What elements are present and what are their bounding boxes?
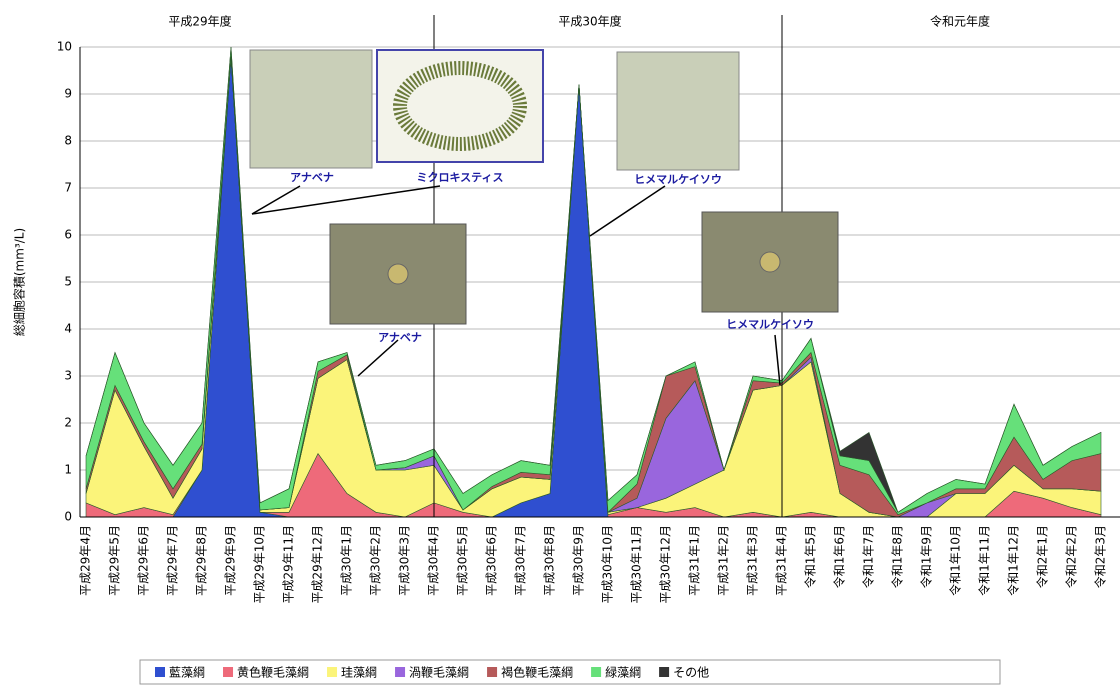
legend-swatch	[591, 667, 602, 677]
annotation: ヒメマルケイソウ	[726, 318, 814, 331]
x-tick-label: 平成29年9月	[224, 525, 238, 596]
x-tick-label: 平成30年11月	[630, 525, 644, 604]
x-tick-label: 令和1年5月	[803, 525, 818, 588]
x-tick-label: 平成30年10月	[601, 525, 615, 604]
x-tick-label: 平成30年7月	[514, 525, 528, 596]
y-tick-label: 8	[64, 134, 72, 148]
legend-label: 珪藻綱	[341, 666, 377, 680]
area	[86, 56, 1101, 518]
x-tick-label: 平成31年2月	[717, 525, 731, 596]
y-tick-label: 7	[64, 181, 72, 195]
legend-swatch	[223, 667, 234, 677]
x-tick-label: 平成31年4月	[775, 525, 789, 596]
x-tick-label: 平成30年3月	[398, 525, 412, 596]
x-tick-label: 令和1年6月	[832, 525, 847, 588]
y-tick-label: 9	[64, 87, 72, 101]
legend-items: 藍藻綱 黄色鞭毛藻綱 珪藻綱 渦鞭毛藻綱 褐色鞭毛藻綱 緑藻綱 その他	[155, 665, 709, 680]
micrographs	[249, 49, 839, 325]
y-tick-label: 4	[64, 322, 72, 336]
x-tick-label: 平成29年10月	[253, 525, 267, 604]
year-label: 平成30年度	[558, 14, 621, 29]
x-tick-label: 平成29年11月	[282, 525, 296, 604]
legend-swatch	[155, 667, 165, 677]
x-tick-label: 令和1年9月	[919, 525, 934, 588]
plot-area: 0 1 2 3 4 5 6 7 8 9 10 平成29年4月 平成29年5月 平成29年6月 平成29年7月…	[57, 15, 1120, 604]
legend	[139, 659, 1001, 685]
legend-swatch	[395, 667, 406, 677]
legend-swatch	[327, 667, 338, 677]
x-tick-label: 令和1年12月	[1006, 525, 1021, 596]
x-tick-label: 令和2年3月	[1093, 525, 1108, 588]
x-tick-label: 令和2年1月	[1035, 525, 1050, 588]
legend-swatch	[659, 667, 670, 677]
annotation: アナベナ	[290, 171, 334, 184]
y-tick-label: 6	[64, 228, 72, 242]
legend-label: 緑藻綱	[605, 665, 641, 680]
x-tick-label: 令和1年10月	[948, 525, 963, 596]
x-tick-label: 平成29年12月	[311, 525, 325, 604]
legend-label: その他	[673, 666, 709, 680]
y-tick-label: 2	[64, 416, 72, 430]
legend-label: 黄色鞭毛藻綱	[237, 666, 309, 680]
x-tick-label: 平成31年3月	[746, 525, 760, 596]
annotation: ミクロキスティス	[416, 171, 503, 184]
legend-label: 褐色鞭毛藻綱	[501, 665, 573, 680]
x-tick-label: 平成29年8月	[195, 525, 209, 596]
x-tick-label: 平成30年8月	[543, 525, 557, 596]
x-tick-label: 平成30年4月	[427, 525, 441, 596]
legend-label: 渦鞭毛藻綱	[409, 665, 469, 680]
annotation: アナベナ	[378, 331, 422, 344]
x-tick-label: 平成30年6月	[485, 525, 499, 596]
x-tick-label: 令和1年7月	[861, 525, 876, 588]
x-tick-label: 平成30年2月	[369, 525, 383, 596]
x-tick-label: 令和1年8月	[890, 525, 905, 588]
x-tick-label: 平成29年5月	[108, 525, 122, 596]
x-tick-label: 令和2年2月	[1064, 525, 1079, 588]
annotation: ヒメマルケイソウ	[634, 173, 722, 186]
legend-label: 藍藻綱	[169, 666, 205, 680]
y-tick-label: 3	[64, 369, 72, 383]
x-tick-label: 平成30年5月	[456, 525, 470, 596]
y-axis-label: 総細胞容積(mm³/L)	[12, 228, 27, 336]
x-tick-label: 令和1年11月	[977, 525, 992, 596]
x-tick-label: 平成29年6月	[137, 525, 151, 596]
y-tick-label: 10	[57, 40, 72, 54]
x-tick-label: 平成31年1月	[688, 525, 702, 596]
x-tick-label: 平成30年1月	[340, 525, 354, 596]
y-tick-label: 0	[64, 510, 72, 524]
x-tick-label: 平成29年4月	[79, 525, 93, 596]
arrows	[251, 185, 781, 386]
legend-swatch	[487, 667, 498, 677]
x-tick-label: 平成30年12月	[659, 525, 673, 604]
x-tick-label: 平成30年9月	[572, 525, 586, 596]
y-tick-label: 1	[64, 463, 72, 477]
y-tick-label: 5	[64, 275, 72, 289]
area	[85, 46, 1102, 513]
year-label: 平成29年度	[168, 14, 231, 29]
x-tick-label: 平成29年7月	[166, 525, 180, 596]
year-label: 令和元年度	[930, 14, 990, 29]
